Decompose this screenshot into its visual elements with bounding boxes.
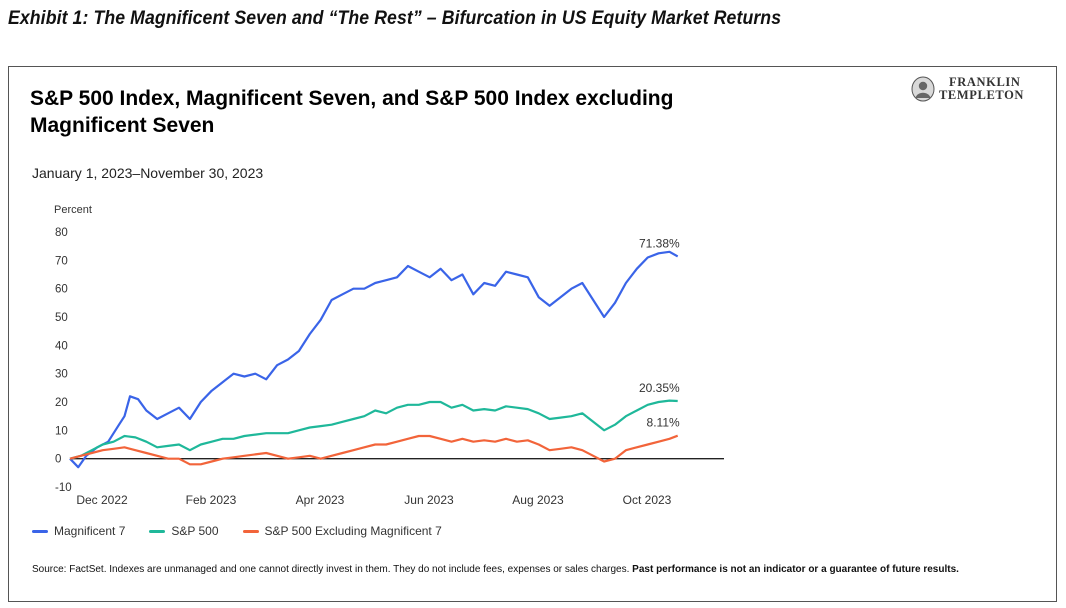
x-tick-label: Oct 2023 [623, 493, 672, 507]
y-tick-label: 50 [55, 312, 68, 324]
y-tick-label: 30 [55, 369, 68, 381]
x-tick-label: Dec 2022 [76, 493, 128, 507]
legend-item-1: S&P 500 [149, 524, 219, 538]
series-line-0 [69, 250, 679, 469]
portrait-icon [911, 76, 935, 102]
y-tick-label: 40 [55, 340, 68, 352]
line-chart: Percent 80 70 60 50 40 30 20 10 0 -10 Dec 2022 Feb 2… [54, 204, 724, 507]
source-footnote: Source: FactSet. Indexes are unmanaged a… [32, 562, 1042, 578]
x-tick-label: Apr 2023 [296, 493, 345, 507]
legend-label: S&P 500 Excluding Magnificent 7 [264, 524, 442, 538]
y-tick-label: 80 [55, 227, 68, 239]
legend-swatch [242, 529, 259, 533]
y-tick-label: -10 [55, 482, 72, 494]
footnote-text: Source: FactSet. Indexes are unmanaged a… [32, 564, 633, 575]
exhibit-title: Exhibit 1: The Magnificent Seven and “Th… [8, 8, 782, 29]
y-tick-label: 20 [55, 397, 68, 409]
chart-subtitle: January 1, 2023–November 30, 2023 [32, 165, 264, 181]
y-tick-label: 10 [55, 425, 68, 437]
y-tick-label: 0 [55, 454, 61, 466]
legend-label: Magnificent 7 [54, 524, 126, 538]
legend-label: S&P 500 [171, 524, 219, 538]
x-tick-label: Jun 2023 [404, 493, 454, 507]
logo-line-1: FRANKLIN [949, 75, 1021, 89]
y-tick-label: 70 [55, 255, 68, 267]
chart-title: S&P 500 Index, Magnificent Seven, and S&… [30, 87, 674, 137]
legend-item-2: S&P 500 Excluding Magnificent 7 [242, 524, 442, 538]
legend-swatch [149, 529, 166, 533]
logo-line-2: TEMPLETON [939, 88, 1025, 102]
end-value-label-0: 71.38% [639, 236, 680, 250]
end-value-label-1: 20.35% [639, 381, 680, 395]
end-value-label-2: 8.11% [647, 416, 680, 430]
chart-legend: Magnificent 7 S&P 500 S&P 500 Excluding Ma… [32, 524, 442, 538]
series-line-2 [69, 434, 679, 466]
footnote-disclaimer: Past performance is not an indicator or … [632, 564, 959, 575]
x-tick-label: Feb 2023 [186, 493, 237, 507]
legend-swatch [32, 529, 48, 533]
chart-frame: S&P 500 Index, Magnificent Seven, and S&… [8, 66, 1057, 602]
y-axis-label: Percent [54, 204, 92, 216]
franklin-templeton-logo: FRANKLIN TEMPLETON [911, 73, 1051, 105]
x-tick-label: Aug 2023 [512, 493, 564, 507]
y-tick-label: 60 [55, 284, 68, 296]
series-line-1 [69, 399, 678, 460]
legend-item-0: Magnificent 7 [32, 524, 125, 538]
